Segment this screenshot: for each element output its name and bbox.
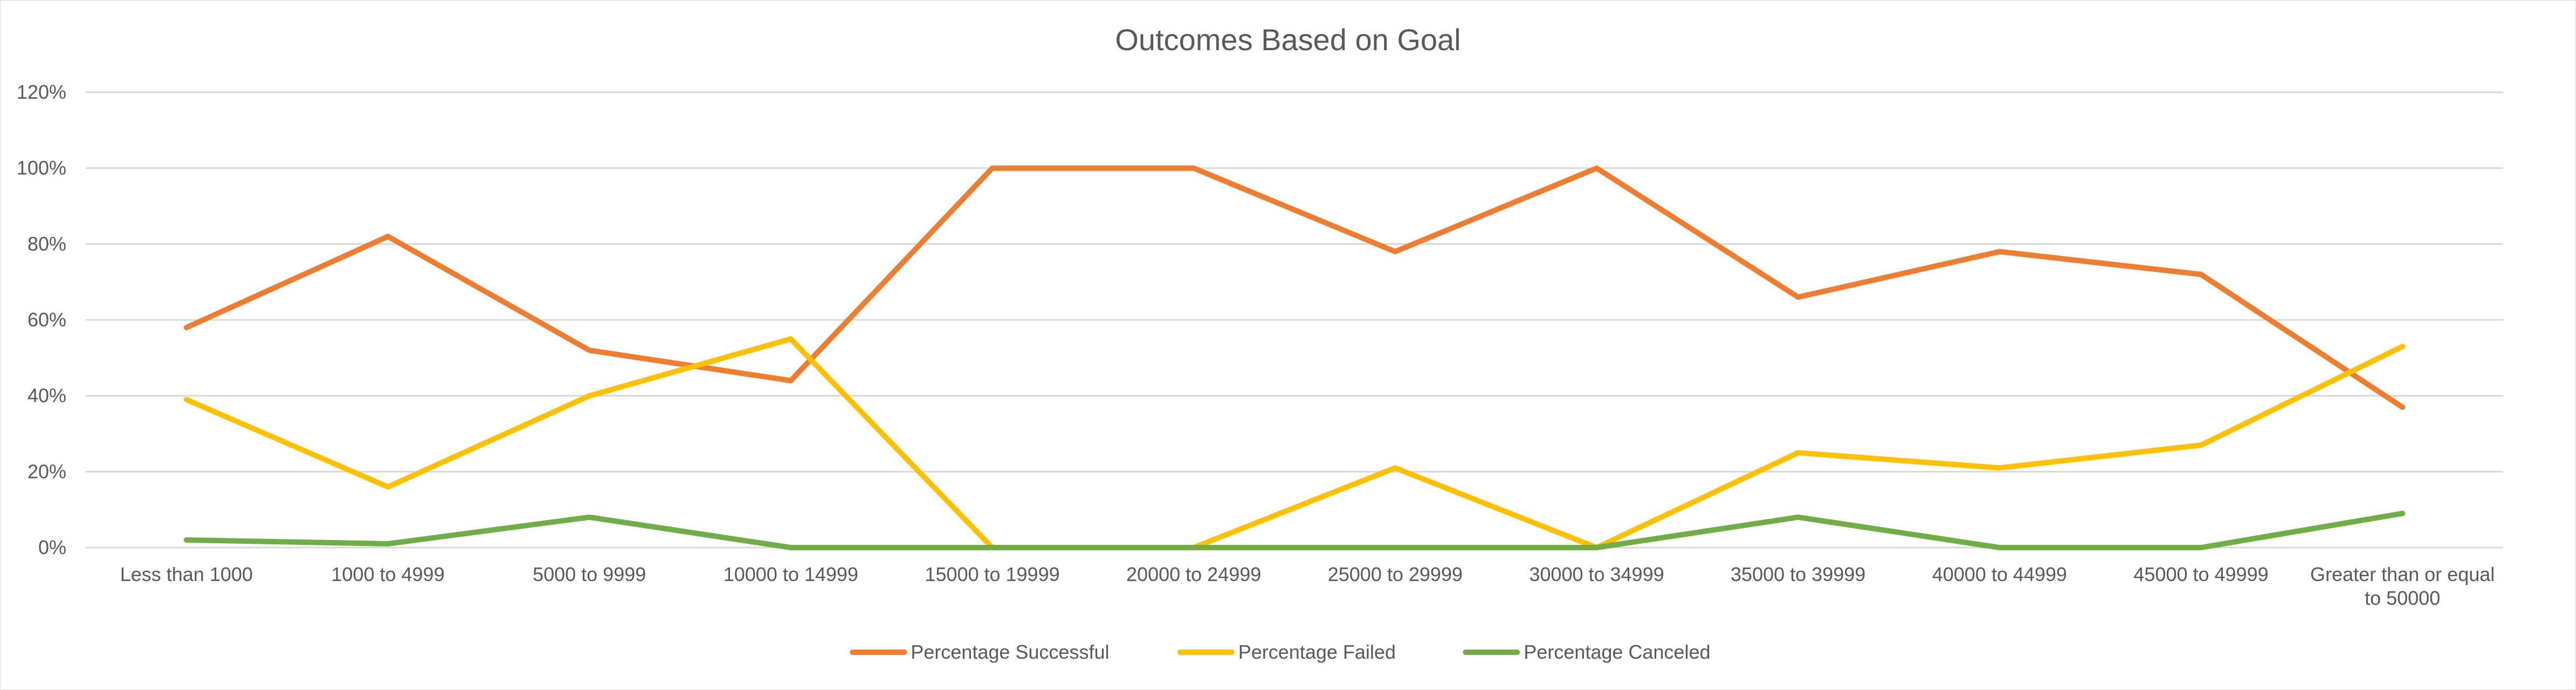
legend: Percentage Successful Percentage Failed Pe… (850, 641, 1711, 663)
chart-title: Outcomes Based on Goal (1115, 23, 1461, 57)
y-tick-label: 40% (27, 385, 66, 407)
x-tick-label: 5000 to 9999 (533, 563, 646, 585)
x-tick-label: 35000 to 39999 (1731, 563, 1865, 585)
x-tick-label: 1000 to 4999 (331, 563, 444, 585)
series-line (183, 510, 2406, 550)
x-tick-label: Greater than or equal to 50000 (2310, 563, 2495, 609)
y-tick-label: 20% (27, 460, 66, 482)
series-lines (183, 165, 2406, 550)
gridlines (86, 91, 2503, 549)
x-tick-label: 20000 to 24999 (1126, 563, 1261, 585)
y-tick-label: 0% (38, 536, 66, 558)
x-tick-label: 30000 to 34999 (1529, 563, 1664, 585)
x-tick-label: 40000 to 44999 (1932, 563, 2067, 585)
x-tick-label: 25000 to 29999 (1328, 563, 1463, 585)
x-tick-label: 10000 to 14999 (724, 563, 858, 585)
x-tick-label: Less than 1000 (120, 563, 253, 585)
series-line (183, 336, 2406, 550)
y-tick-label: 80% (27, 233, 66, 255)
y-tick-label: 100% (17, 157, 66, 179)
y-tick-label: 120% (17, 81, 66, 103)
legend-label: Percentage Canceled (1524, 641, 1710, 663)
y-tick-label: 60% (27, 309, 66, 331)
x-tick-label: 45000 to 49999 (2133, 563, 2268, 585)
legend-label: Percentage Successful (911, 641, 1109, 663)
legend-label: Percentage Failed (1238, 641, 1396, 663)
series-line (183, 165, 2406, 410)
x-axis-ticks: Less than 1000 1000 to 4999 5000 to 9999 10… (120, 563, 2495, 609)
y-axis-ticks: 0% 20% 40% 60% 80% 100% 120% (17, 81, 66, 558)
x-tick-label: 15000 to 19999 (925, 563, 1059, 585)
